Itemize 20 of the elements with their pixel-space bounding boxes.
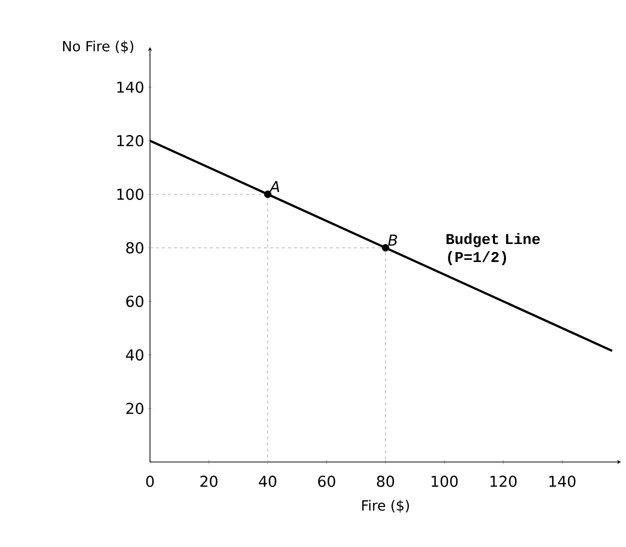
x-tick-label: 120	[490, 476, 517, 488]
x-axis-title: Fire ($)	[362, 500, 409, 513]
x-tick-label: 100	[432, 476, 458, 488]
annotation: A	[269, 181, 280, 192]
annotation: Budget Line (P=1/2)	[446, 233, 540, 266]
x-tick-label: 140	[549, 476, 576, 488]
x-tick-label: 80	[376, 476, 394, 488]
x-tick-label: 20	[200, 476, 218, 488]
y-axis-title: No Fire ($)	[63, 40, 134, 54]
y-tick-label: 100	[117, 188, 144, 200]
y-tick-label: 120	[117, 135, 144, 146]
y-tick-label: 40	[126, 349, 144, 361]
y-tick-label: 20	[126, 402, 144, 414]
y-tick-label: 60	[126, 296, 144, 308]
y-tick-label: 80	[126, 242, 144, 254]
x-tick-label: 0	[146, 476, 154, 488]
x-tick-label: 40	[258, 476, 276, 488]
annotation: B	[388, 234, 398, 246]
y-tick-label: 140	[117, 81, 144, 93]
x-tick-label: 60	[318, 476, 336, 488]
